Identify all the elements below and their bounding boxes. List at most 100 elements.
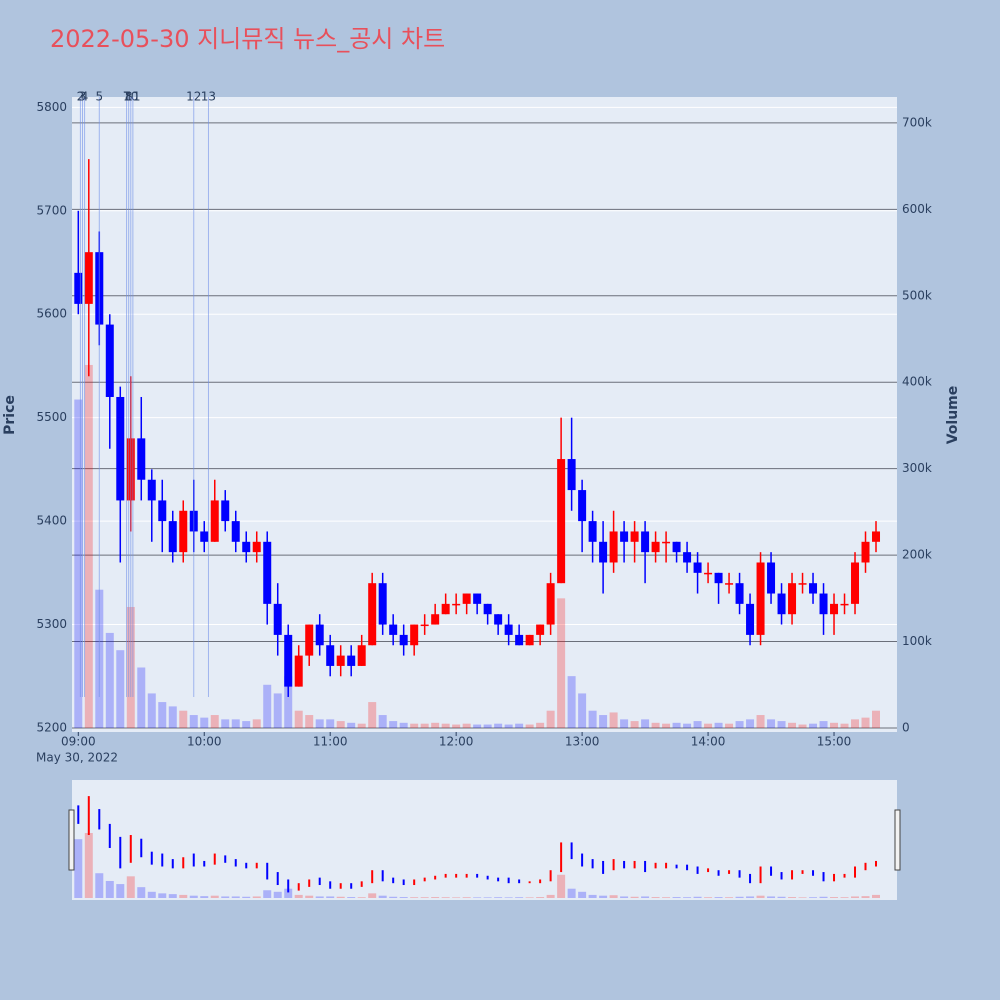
- volume-bar: [221, 719, 230, 728]
- volume-bar: [389, 721, 398, 728]
- volume-bar: [525, 724, 534, 728]
- volume-bar: [431, 722, 440, 728]
- candle-body: [851, 562, 860, 604]
- mini-volume-bar: [315, 896, 324, 898]
- volume-bar: [672, 722, 681, 728]
- y2-tick-label: 700k: [902, 115, 932, 129]
- candle-body: [830, 603, 839, 615]
- candle-body: [462, 593, 471, 604]
- range-handle[interactable]: [894, 809, 901, 871]
- candle-body: [315, 624, 324, 646]
- candle-body: [200, 531, 209, 542]
- event-label: 8: [125, 90, 133, 104]
- mini-volume-bar: [756, 895, 765, 898]
- volume-bar: [725, 723, 734, 728]
- candle-body: [326, 645, 335, 666]
- candle-body: [536, 624, 545, 635]
- volume-bar: [830, 722, 839, 728]
- candle-body: [336, 655, 345, 666]
- candle-body: [473, 593, 482, 604]
- volume-bar: [557, 598, 566, 728]
- mini-volume-bar: [189, 895, 198, 898]
- mini-volume-bar: [441, 897, 450, 898]
- candle-body: [746, 603, 755, 635]
- volume-bar: [641, 719, 650, 728]
- y2-tick-label: 400k: [902, 375, 932, 389]
- event-label: 3: [79, 90, 87, 104]
- candle-body: [179, 510, 188, 553]
- volume-bar: [746, 719, 755, 728]
- candle-body: [147, 479, 156, 501]
- mini-volume-bar: [819, 896, 828, 898]
- x-tick-label: 12:00: [439, 735, 474, 749]
- candle-body: [410, 624, 419, 646]
- mini-volume-bar: [798, 897, 807, 898]
- mini-volume-bar: [231, 896, 240, 898]
- candle-body: [756, 562, 765, 635]
- volume-bar: [378, 715, 387, 728]
- volume-bar: [704, 723, 713, 728]
- mini-volume-bar: [462, 897, 471, 898]
- mini-volume-bar: [851, 896, 860, 898]
- mini-volume-bar: [620, 896, 629, 898]
- plot-area: [72, 97, 897, 732]
- x-tick-label: 09:00: [61, 735, 96, 749]
- mini-volume-bar: [809, 897, 818, 898]
- mini-volume-bar: [546, 894, 555, 898]
- event-label: 13: [201, 90, 216, 104]
- mini-volume-bar: [378, 895, 387, 898]
- candle-body: [557, 459, 566, 584]
- x-tick-label: 10:00: [187, 735, 222, 749]
- volume-bar: [462, 723, 471, 728]
- volume-bar: [326, 719, 335, 728]
- y-tick-label: 5200: [36, 721, 67, 735]
- volume-bar: [179, 710, 188, 728]
- candle-body: [840, 603, 849, 606]
- volume-bar: [368, 702, 377, 728]
- mini-volume-bar: [567, 888, 576, 898]
- volume-bar: [273, 693, 282, 728]
- volume-bar: [84, 364, 93, 728]
- volume-bar: [578, 693, 587, 728]
- y-tick-label: 5300: [36, 617, 67, 631]
- mini-volume-bar: [336, 896, 345, 898]
- mini-volume-bar: [767, 896, 776, 898]
- candle-body: [504, 624, 513, 635]
- candle-body: [231, 521, 240, 542]
- volume-bar: [231, 719, 240, 728]
- volume-bar: [473, 724, 482, 728]
- volume-bar: [294, 710, 303, 728]
- y2-tick-label: 500k: [902, 288, 932, 302]
- mini-volume-bar: [221, 896, 230, 898]
- volume-bar: [147, 693, 156, 728]
- y2-tick-label: 100k: [902, 634, 932, 648]
- mini-volume-bar: [735, 896, 744, 898]
- volume-bar: [305, 715, 314, 728]
- candle-body: [546, 583, 555, 625]
- y-tick-label: 5400: [36, 514, 67, 528]
- volume-bar: [777, 721, 786, 728]
- volume-bar: [483, 724, 492, 728]
- volume-bar: [599, 715, 608, 728]
- volume-bar: [252, 719, 261, 728]
- y2-tick-label: 300k: [902, 461, 932, 475]
- volume-bar: [336, 721, 345, 728]
- mini-volume-bar: [525, 897, 534, 898]
- volume-bar: [210, 715, 219, 728]
- candle-body: [483, 603, 492, 615]
- y-tick-label: 5800: [36, 100, 67, 114]
- mini-volume-bar: [714, 897, 723, 898]
- mini-volume-bar: [630, 896, 639, 898]
- volume-bar: [74, 399, 83, 728]
- candle-body: [578, 490, 587, 522]
- mini-volume-bar: [693, 896, 702, 898]
- range-handle[interactable]: [68, 809, 75, 871]
- y-axis-title: Price: [2, 395, 18, 435]
- mini-volume-bar: [368, 893, 377, 898]
- mini-volume-bar: [662, 897, 671, 898]
- candle-body: [294, 655, 303, 687]
- volume-bar: [263, 684, 272, 728]
- range-slider[interactable]: [72, 780, 897, 900]
- mini-volume-bar: [168, 894, 177, 898]
- mini-volume-bar: [725, 897, 734, 898]
